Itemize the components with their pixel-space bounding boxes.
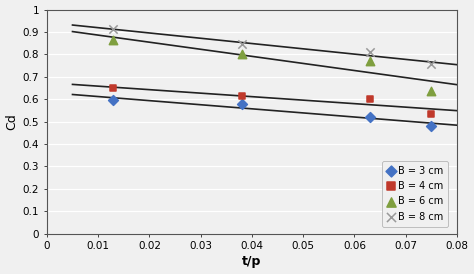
B = 6 cm	[428, 89, 435, 93]
B = 4 cm	[366, 96, 374, 101]
B = 3 cm	[366, 115, 374, 119]
B = 3 cm	[238, 102, 246, 106]
B = 8 cm	[366, 50, 374, 54]
B = 4 cm	[238, 94, 246, 98]
B = 8 cm	[428, 62, 435, 67]
Legend: B = 3 cm, B = 4 cm, B = 6 cm, B = 8 cm: B = 3 cm, B = 4 cm, B = 6 cm, B = 8 cm	[383, 161, 448, 227]
X-axis label: t/p: t/p	[242, 255, 262, 269]
B = 4 cm	[109, 86, 117, 91]
B = 4 cm	[428, 112, 435, 116]
B = 6 cm	[238, 52, 246, 56]
B = 6 cm	[366, 59, 374, 63]
B = 8 cm	[109, 27, 117, 32]
B = 3 cm	[109, 98, 117, 102]
B = 3 cm	[428, 124, 435, 128]
B = 8 cm	[238, 41, 246, 46]
B = 6 cm	[109, 38, 117, 42]
Y-axis label: Cd: Cd	[6, 113, 18, 130]
